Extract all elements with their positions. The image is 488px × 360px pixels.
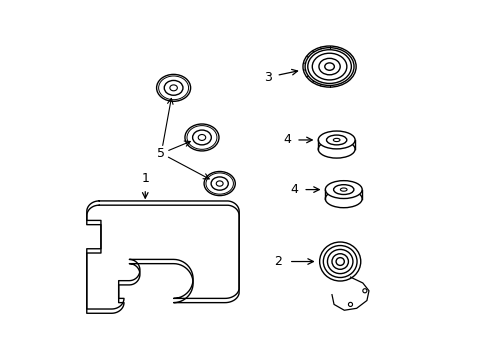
Ellipse shape [325, 190, 362, 208]
Ellipse shape [325, 181, 362, 198]
Text: 4: 4 [283, 134, 290, 147]
Text: 2: 2 [274, 255, 282, 268]
Text: 3: 3 [264, 71, 272, 84]
Text: 1: 1 [141, 172, 149, 185]
Ellipse shape [318, 140, 354, 158]
Text: 5: 5 [157, 147, 165, 160]
Text: 4: 4 [289, 183, 297, 196]
Ellipse shape [318, 131, 354, 149]
